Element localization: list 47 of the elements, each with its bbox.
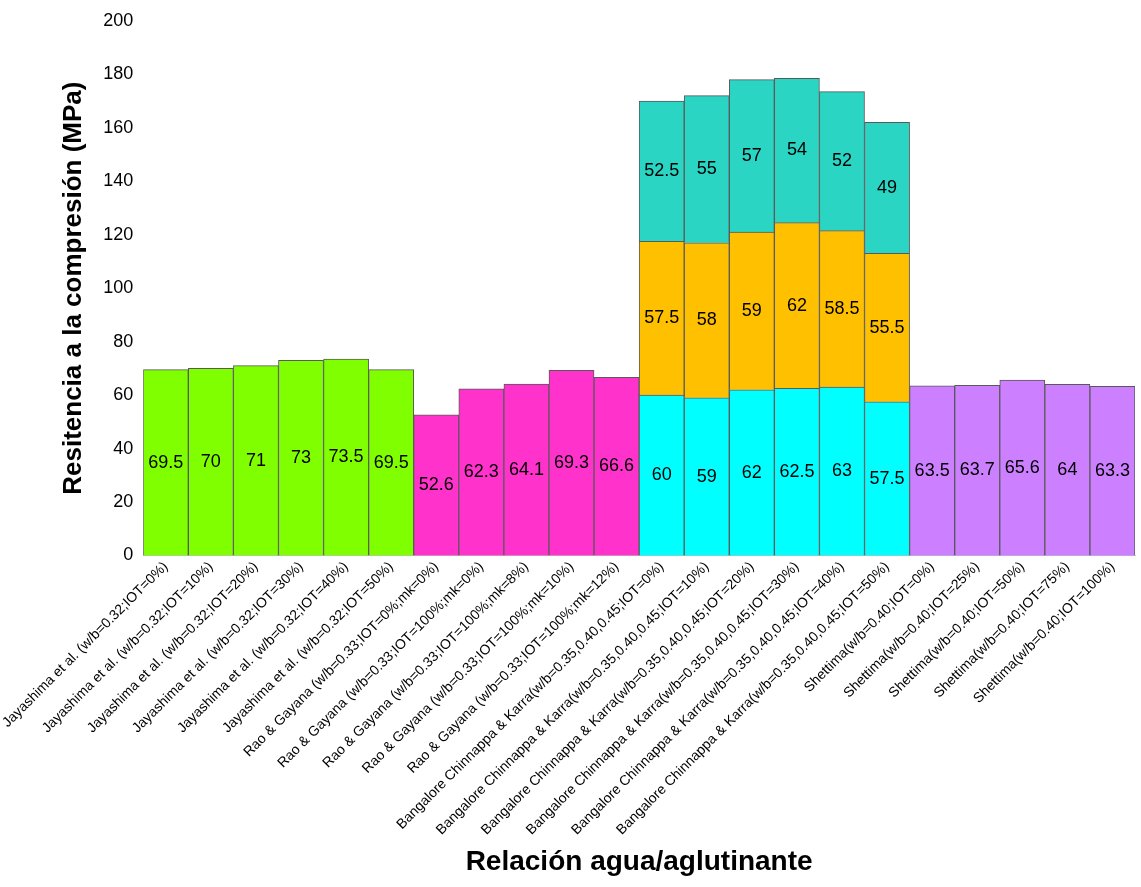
data-label: 52.5 <box>644 160 680 181</box>
data-label: 57 <box>741 144 762 165</box>
data-label: 63.3 <box>1094 459 1130 480</box>
y-tick-label: 140 <box>103 170 134 191</box>
data-label: 63.7 <box>959 459 995 480</box>
y-tick-label: 0 <box>123 544 134 565</box>
data-label: 63 <box>831 460 852 481</box>
data-label: 49 <box>877 176 898 197</box>
data-label: 55 <box>696 158 717 179</box>
y-axis-title: Resitencia a la compresión (MPa) <box>56 81 87 495</box>
y-tick-label: 120 <box>103 223 134 244</box>
data-label: 54 <box>786 139 807 160</box>
data-label: 59 <box>696 465 717 486</box>
y-tick-label: 60 <box>113 384 134 405</box>
data-label: 62 <box>786 294 807 315</box>
data-label: 55.5 <box>869 316 905 337</box>
data-label: 62.5 <box>779 460 815 481</box>
data-label: 64 <box>1057 458 1078 479</box>
data-label: 59 <box>741 299 762 320</box>
x-axis-title: Relación agua/aglutinante <box>465 844 813 876</box>
data-label: 57.5 <box>869 467 905 488</box>
data-label: 58 <box>696 309 717 330</box>
data-label: 70 <box>200 450 221 471</box>
data-label: 60 <box>651 464 672 485</box>
data-label: 73.5 <box>328 446 364 467</box>
data-label: 62.3 <box>463 461 499 482</box>
y-tick-label: 100 <box>103 277 134 298</box>
data-label: 69.3 <box>553 451 590 472</box>
y-tick-label: 20 <box>113 491 134 512</box>
data-label: 69.5 <box>373 451 409 472</box>
y-tick-label: 160 <box>103 116 134 137</box>
data-label: 71 <box>245 449 266 470</box>
data-label: 52.6 <box>418 474 454 495</box>
data-label: 63.5 <box>914 459 950 480</box>
y-tick-label: 180 <box>103 63 134 84</box>
data-label: 64.1 <box>508 458 544 479</box>
y-tick-label: 80 <box>113 330 134 351</box>
data-label: 69.5 <box>148 451 184 472</box>
data-label: 58.5 <box>824 297 860 318</box>
data-label: 65.6 <box>1004 456 1040 477</box>
y-tick-label: 200 <box>103 9 134 30</box>
y-tick-label: 40 <box>113 437 134 458</box>
data-label: 62 <box>741 461 762 482</box>
data-label: 57.5 <box>644 307 680 328</box>
data-label: 66.6 <box>599 455 635 476</box>
data-label: 52 <box>831 150 852 171</box>
data-label: 73 <box>291 446 312 467</box>
